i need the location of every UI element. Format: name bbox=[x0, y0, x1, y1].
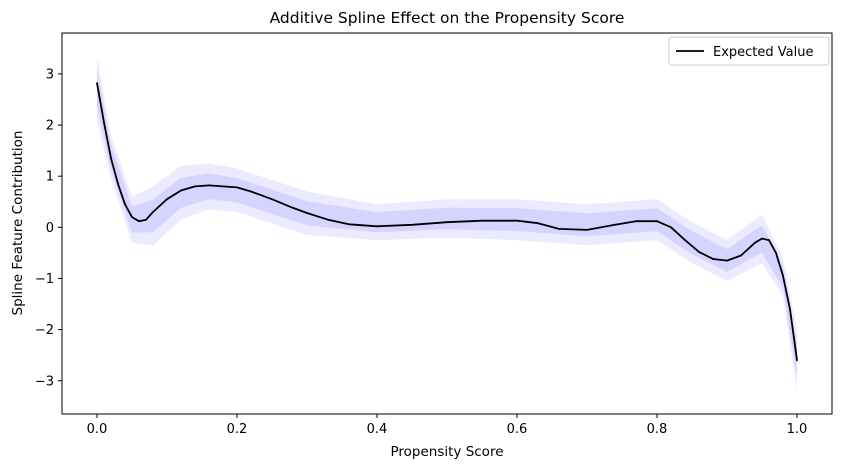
band-inner bbox=[97, 70, 797, 378]
data-point bbox=[586, 229, 588, 231]
data-point bbox=[222, 185, 224, 188]
data-point bbox=[152, 211, 154, 213]
data-point bbox=[761, 237, 763, 240]
data-point bbox=[124, 203, 126, 206]
legend-box bbox=[668, 36, 830, 66]
data-point bbox=[726, 259, 728, 262]
y-tick-label: 3 bbox=[46, 67, 54, 82]
y-tick-label: 2 bbox=[46, 119, 54, 134]
series-lines bbox=[96, 82, 798, 362]
data-point bbox=[796, 359, 798, 362]
data-point bbox=[292, 207, 294, 209]
data-point bbox=[145, 218, 147, 221]
data-point bbox=[537, 222, 539, 225]
data-point bbox=[775, 252, 777, 254]
data-point bbox=[306, 212, 308, 214]
data-point bbox=[516, 219, 518, 222]
data-point bbox=[103, 121, 105, 124]
y-tick-label: −1 bbox=[35, 272, 54, 287]
chart-title: Additive Spline Effect on the Propensity… bbox=[270, 9, 625, 27]
data-point bbox=[327, 218, 329, 221]
data-point bbox=[558, 228, 560, 230]
data-point bbox=[194, 185, 196, 188]
data-point bbox=[208, 184, 210, 187]
data-point bbox=[271, 198, 273, 201]
data-point bbox=[754, 241, 756, 244]
x-tick-label: 0.6 bbox=[507, 422, 528, 437]
uncertainty-band bbox=[97, 56, 797, 391]
data-point bbox=[684, 239, 686, 242]
plot-area bbox=[61, 32, 833, 415]
data-point bbox=[740, 254, 742, 257]
legend-label-expected-value: Expected Value bbox=[713, 45, 813, 60]
data-point bbox=[117, 183, 119, 185]
data-point bbox=[180, 189, 182, 192]
data-point bbox=[236, 186, 238, 189]
data-point bbox=[614, 223, 616, 226]
data-point bbox=[96, 82, 98, 84]
y-tick-label: 1 bbox=[46, 170, 54, 185]
legend: Expected Value bbox=[668, 36, 830, 66]
data-point bbox=[782, 275, 784, 277]
x-axis-label: Propensity Score bbox=[390, 444, 503, 460]
data-point bbox=[635, 220, 637, 223]
data-point bbox=[376, 225, 378, 228]
x-tick-label: 1.0 bbox=[787, 422, 808, 437]
data-point bbox=[481, 219, 483, 222]
x-axis: 0.0 0.2 0.4 0.6 0.8 1.0 bbox=[87, 414, 808, 437]
y-axis-label: Spline Feature Contribution bbox=[10, 131, 26, 316]
data-point bbox=[348, 223, 350, 226]
x-tick-label: 0.2 bbox=[227, 422, 248, 437]
data-point bbox=[670, 226, 672, 229]
data-point bbox=[411, 223, 413, 226]
data-point bbox=[712, 258, 714, 260]
y-tick-label: 0 bbox=[46, 221, 54, 236]
x-tick-label: 0.4 bbox=[367, 422, 388, 437]
y-axis: −3 −2 −1 0 1 2 3 bbox=[35, 67, 62, 389]
data-point bbox=[110, 157, 112, 160]
data-point bbox=[166, 198, 168, 201]
data-point bbox=[446, 221, 448, 224]
data-point bbox=[250, 190, 252, 193]
x-tick-label: 0.8 bbox=[647, 422, 668, 437]
data-point bbox=[656, 220, 658, 223]
plot-frame bbox=[61, 32, 833, 415]
data-point bbox=[138, 220, 140, 223]
x-tick-label: 0.0 bbox=[87, 422, 108, 437]
data-point bbox=[789, 308, 791, 311]
y-tick-label: −2 bbox=[35, 323, 54, 338]
data-point bbox=[698, 251, 700, 253]
data-point bbox=[768, 239, 770, 242]
y-tick-label: −3 bbox=[35, 374, 54, 389]
data-point bbox=[131, 216, 133, 219]
band-outer bbox=[97, 56, 797, 391]
